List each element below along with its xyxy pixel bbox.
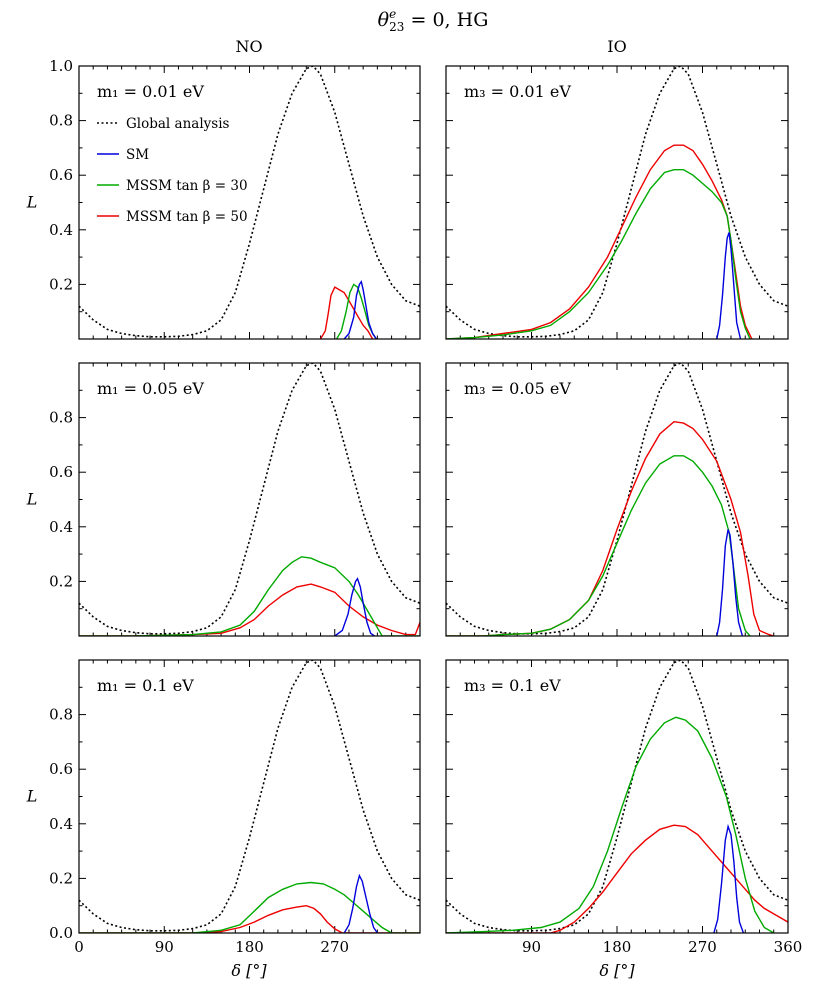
series-mssm-tanb30 (79, 556, 420, 636)
panel-io-m3-0.01: m₃ = 0.01 eV (445, 65, 789, 340)
x-tick-label: 270 (320, 938, 349, 956)
x-tick-label: 90 (522, 938, 541, 956)
panel-no-m1-0.01: m₁ = 0.01 eV 1.0 0.8 0.6 0.4 0.2 L Global analy… (26, 57, 421, 340)
curves (79, 66, 420, 339)
panel-io-m3-0.05: m₃ = 0.05 eV (445, 362, 789, 637)
x-tick-label: 270 (688, 938, 717, 956)
series-sm (343, 873, 378, 933)
y-tick-label: 0.4 (49, 221, 73, 239)
title-sub: 23 (389, 20, 404, 34)
curves (446, 363, 788, 636)
ticks (78, 65, 421, 340)
ticks (78, 362, 421, 637)
series-mssm-tanb50 (446, 824, 788, 933)
panel-frame (445, 362, 789, 637)
series-mssm-tanb30 (446, 716, 775, 933)
panel-io-m3-0.1: m₃ = 0.1 eV 90 180 270 360 (445, 659, 803, 956)
legend-label-mssm50: MSSM tan β = 50 (126, 209, 248, 225)
legend-label-sm: SM (126, 147, 149, 163)
figure-title: θe 23 = 0, HG (378, 7, 489, 34)
ticks (445, 65, 789, 340)
y-tick-label: 0.2 (49, 869, 73, 887)
series-mssm-tanb30 (446, 168, 751, 339)
panel-no-m1-0.05: m₁ = 0.05 eV 0.8 0.6 0.4 0.2 L (26, 362, 421, 637)
panel-label: m₃ = 0.01 eV (464, 82, 571, 101)
ticks (78, 659, 421, 934)
y-tick-label: 0.8 (49, 409, 73, 427)
panel-label: m₃ = 0.1 eV (464, 676, 561, 695)
column-title-no: NO (235, 37, 262, 56)
y-axis-label: L (26, 193, 38, 212)
title-rest: = 0, HG (404, 9, 488, 31)
series-sm (716, 529, 744, 636)
series-mssm-tanb30 (446, 455, 751, 636)
curves (446, 660, 788, 933)
panels: m₁ = 0.01 eV 1.0 0.8 0.6 0.4 0.2 L Global analy… (26, 57, 803, 956)
x-tick-label: 0 (74, 938, 84, 956)
series-global-analysis (446, 66, 788, 338)
x-tick-label: 180 (235, 938, 264, 956)
y-tick-label: 0.8 (49, 706, 73, 724)
series-mssm-tanb50 (79, 904, 420, 933)
panel-no-m1-0.1: m₁ = 0.1 eV 0.0 0.8 0.6 0.4 0.2 L 0 90 180 270 (26, 659, 421, 956)
xlabel-no: δ [°] (231, 961, 267, 980)
y-tick-label: 0.6 (49, 760, 73, 778)
series-global-analysis (79, 660, 420, 932)
y-tick-label: 0.8 (49, 112, 73, 130)
y-tick-label: 0.6 (49, 463, 73, 481)
legend-label-mssm30: MSSM tan β = 30 (126, 178, 248, 194)
y-axis-label: L (26, 787, 38, 806)
series-mssm-tanb50 (446, 144, 753, 339)
y-axis-label: L (26, 490, 38, 509)
panel-label: m₁ = 0.01 eV (97, 82, 204, 101)
panel-frame (78, 362, 421, 637)
curves (79, 363, 420, 636)
panel-frame (445, 659, 789, 934)
series-global-analysis (79, 66, 420, 338)
y-tick-label: 0.4 (49, 815, 73, 833)
legend-label-global: Global analysis (126, 116, 230, 132)
series-sm (713, 823, 745, 933)
y-tick-label: 0.2 (49, 572, 73, 590)
curves (79, 660, 420, 933)
xlabel-io: δ [°] (599, 961, 635, 980)
series-sm (343, 280, 377, 339)
series-global-analysis (446, 660, 788, 932)
panel-label: m₁ = 0.05 eV (97, 379, 204, 398)
series-mssm-tanb50 (319, 286, 374, 339)
panel-frame (78, 65, 421, 340)
series-global-analysis (446, 363, 788, 635)
title-theta: θ (378, 9, 390, 31)
y-tick-label: 0.6 (49, 166, 73, 184)
y-tick-label: 1.0 (49, 57, 73, 75)
panel-frame (78, 659, 421, 934)
y-tick-label: 0.2 (49, 275, 73, 293)
column-title-io: IO (607, 37, 626, 56)
legend: Global analysis SM MSSM tan β = 30 MSSM tan… (97, 116, 248, 225)
curves (446, 66, 788, 339)
panel-frame (445, 65, 789, 340)
x-tick-label: 90 (155, 938, 174, 956)
series-mssm-tanb30 (79, 881, 420, 933)
x-tick-label: 360 (774, 938, 803, 956)
series-global-analysis (79, 363, 420, 635)
x-tick-label: 180 (603, 938, 632, 956)
series-mssm-tanb50 (446, 420, 774, 636)
y-tick-label: 0.4 (49, 518, 73, 536)
panel-label: m₁ = 0.1 eV (97, 676, 194, 695)
series-mssm-tanb50 (79, 583, 420, 636)
series-sm (716, 232, 742, 339)
panel-label: m₃ = 0.05 eV (464, 379, 571, 398)
title-sup: e (389, 7, 396, 21)
series-sm (334, 577, 375, 636)
y-tick-label: 0.0 (49, 924, 73, 942)
